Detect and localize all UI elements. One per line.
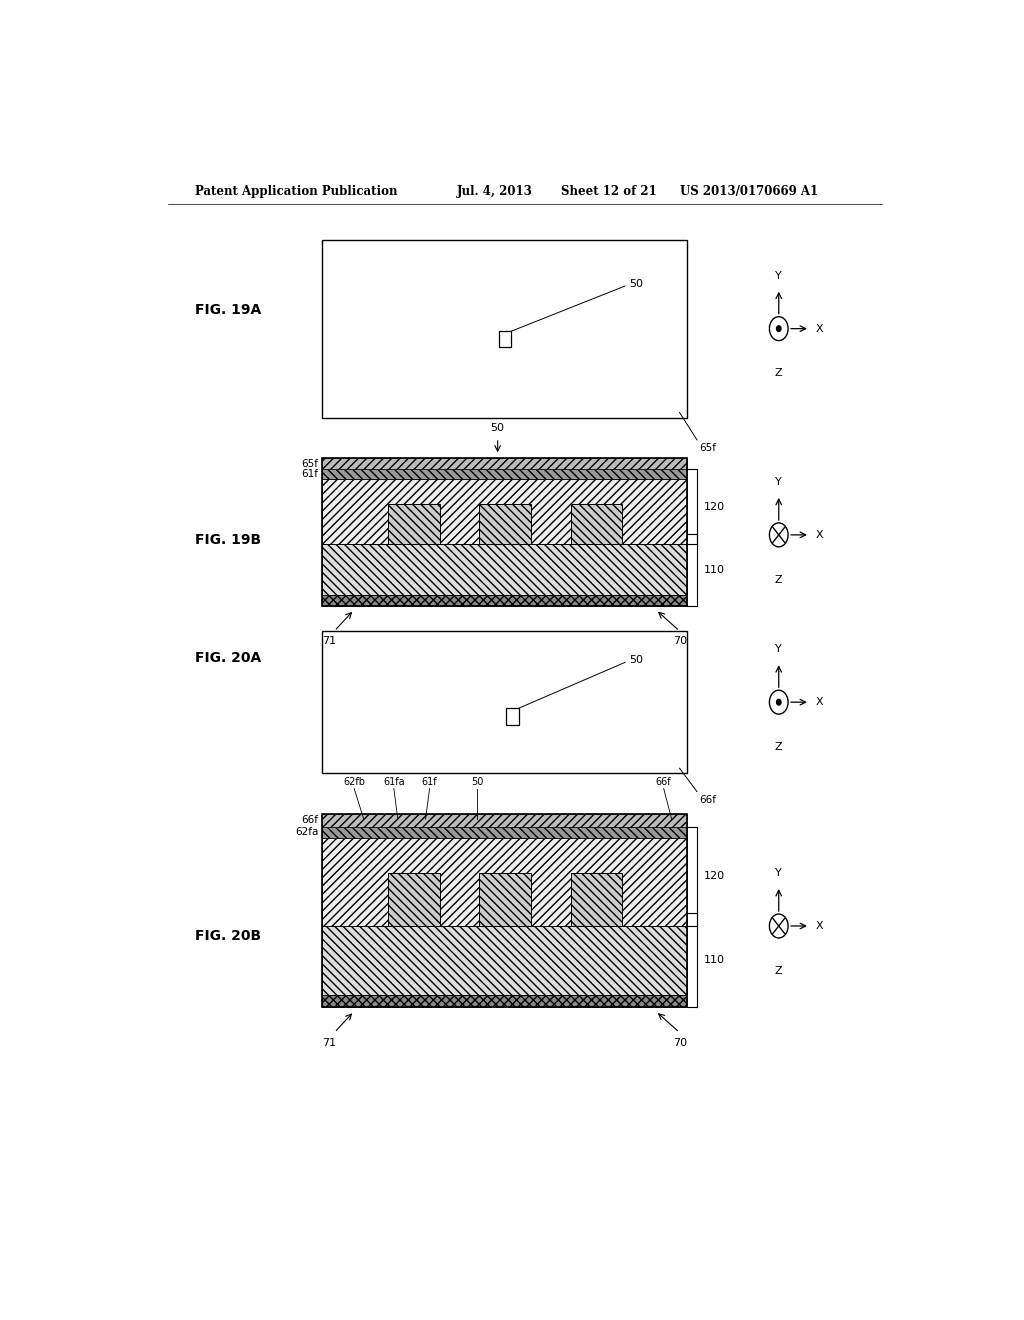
Text: Z: Z — [775, 574, 782, 585]
Text: Jul. 4, 2013: Jul. 4, 2013 — [458, 185, 534, 198]
Text: 71: 71 — [323, 636, 337, 645]
Bar — [323, 814, 687, 826]
Bar — [323, 458, 687, 606]
Bar — [499, 331, 511, 347]
Bar — [323, 814, 687, 1007]
Bar — [323, 595, 687, 606]
Text: Sheet 12 of 21: Sheet 12 of 21 — [560, 185, 656, 198]
Bar — [323, 544, 687, 595]
Text: 50: 50 — [471, 776, 483, 787]
Text: 65f: 65f — [301, 458, 318, 469]
Text: FIG. 19B: FIG. 19B — [196, 533, 261, 546]
Text: 61f: 61f — [301, 469, 318, 479]
Bar — [323, 469, 687, 479]
Text: X: X — [815, 921, 823, 931]
Circle shape — [776, 326, 781, 331]
Text: Y: Y — [775, 869, 782, 878]
Bar — [323, 458, 687, 469]
Bar — [388, 504, 439, 544]
Bar — [323, 631, 687, 774]
Text: X: X — [815, 697, 823, 708]
Text: Z: Z — [775, 742, 782, 752]
Text: 110: 110 — [703, 565, 724, 574]
Text: 66f: 66f — [699, 795, 717, 805]
Text: 120: 120 — [703, 502, 725, 512]
Text: Y: Y — [775, 477, 782, 487]
Text: 110: 110 — [703, 956, 724, 965]
Text: 65f: 65f — [699, 444, 717, 453]
Text: 71: 71 — [323, 1038, 337, 1048]
Text: FIG. 20A: FIG. 20A — [196, 651, 262, 665]
Text: 61f: 61f — [422, 776, 437, 787]
Text: 50: 50 — [629, 655, 643, 665]
Text: 66f: 66f — [301, 816, 318, 825]
Text: 50: 50 — [490, 422, 505, 433]
Text: 120: 120 — [703, 871, 725, 880]
Text: 70: 70 — [674, 636, 687, 645]
Bar — [323, 240, 687, 417]
Text: 66f: 66f — [655, 776, 672, 787]
Bar — [506, 709, 518, 725]
Text: Patent Application Publication: Patent Application Publication — [196, 185, 398, 198]
Text: Z: Z — [775, 966, 782, 975]
Text: 70: 70 — [674, 1038, 687, 1048]
Text: Y: Y — [775, 271, 782, 281]
Text: 50: 50 — [629, 279, 643, 289]
Text: Y: Y — [775, 644, 782, 655]
Bar — [323, 994, 687, 1007]
Bar — [323, 925, 687, 994]
Bar — [323, 826, 687, 838]
Bar — [479, 873, 531, 925]
Text: X: X — [815, 529, 823, 540]
Text: 62fa: 62fa — [295, 828, 318, 837]
Text: X: X — [815, 323, 823, 334]
Bar — [479, 504, 531, 544]
Bar — [570, 504, 623, 544]
Text: 62fb: 62fb — [343, 776, 366, 787]
Bar — [388, 873, 439, 925]
Bar — [570, 873, 623, 925]
Text: US 2013/0170669 A1: US 2013/0170669 A1 — [680, 185, 818, 198]
Circle shape — [776, 700, 781, 705]
Text: FIG. 19A: FIG. 19A — [196, 304, 262, 317]
Text: 61fa: 61fa — [383, 776, 404, 787]
Text: Z: Z — [775, 368, 782, 379]
Text: FIG. 20B: FIG. 20B — [196, 928, 261, 942]
Bar — [323, 838, 687, 925]
Bar — [323, 479, 687, 544]
